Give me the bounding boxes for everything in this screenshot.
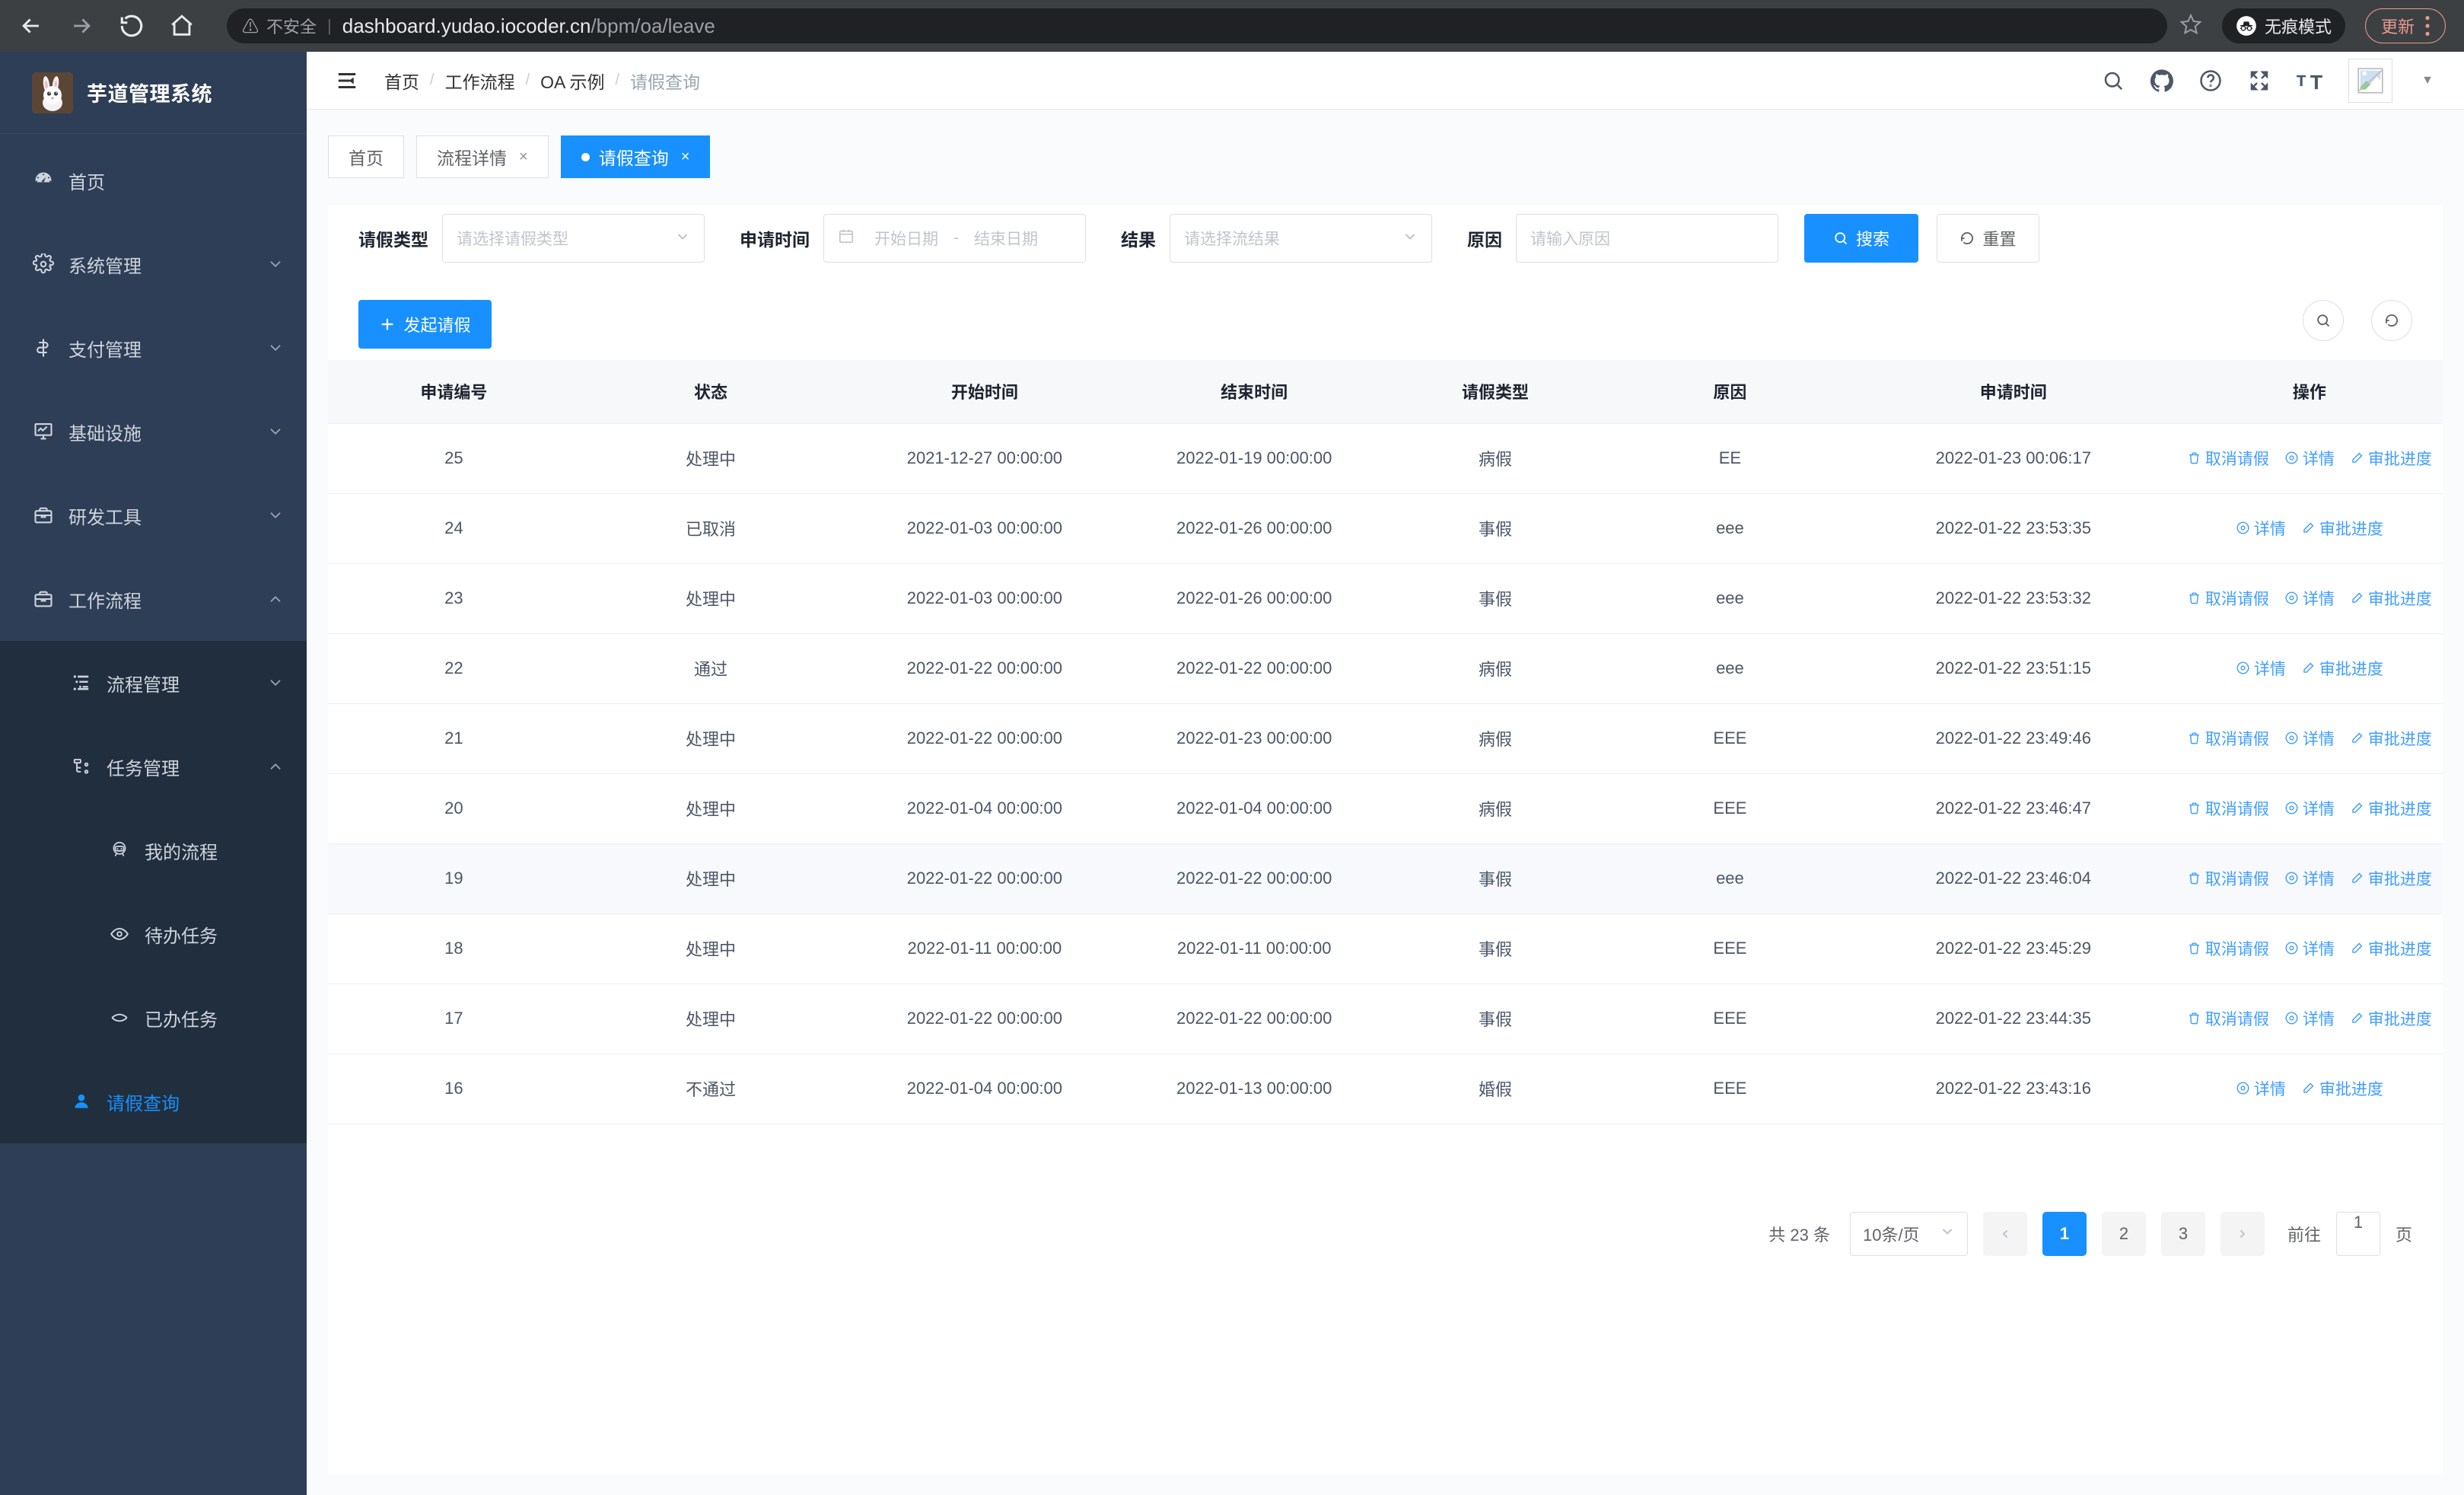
svg-text:T: T [2310,71,2322,92]
svg-text:T: T [2297,73,2306,90]
